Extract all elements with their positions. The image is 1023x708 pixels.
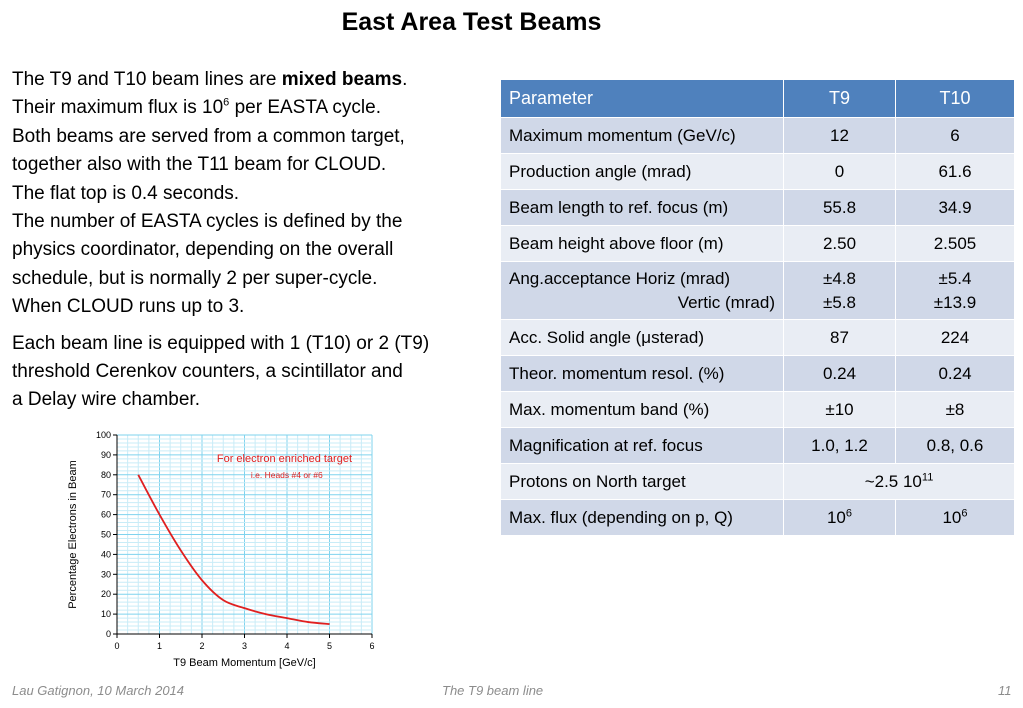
x-tick-label: 3 (242, 641, 247, 651)
y-axis-label: Percentage Electrons in Beam (67, 460, 79, 609)
x-tick-label: 5 (327, 641, 332, 651)
y-tick-label: 0 (106, 629, 111, 639)
y-tick-label: 80 (101, 470, 111, 480)
table-row: Beam height above floor (m) 2.50 2.505 (500, 225, 1015, 262)
y-tick-label: 30 (101, 569, 111, 579)
y-tick-label: 10 (101, 609, 111, 619)
table-row: Max. momentum band (%) ±10 ±8 (500, 391, 1015, 428)
page-number: 11 (998, 683, 1012, 698)
page-title: East Area Test Beams (341, 8, 602, 36)
table-header-row: Parameter T9 T10 (500, 79, 1015, 118)
header-parameter: Parameter (500, 79, 784, 118)
y-tick-label: 100 (96, 430, 111, 440)
intro-paragraph-2: Each beam line is equipped with 1 (T10) … (12, 332, 430, 411)
intro-paragraph-1: The T9 and T10 beam lines are mixed beam… (12, 69, 408, 318)
x-tick-label: 2 (199, 641, 204, 651)
mixed-beams-emphasis: mixed beams (281, 69, 403, 90)
header-t10: T10 (895, 79, 1015, 118)
table-row: Acc. Solid angle (μsterad) 87 224 (500, 319, 1015, 356)
y-tick-label: 20 (101, 589, 111, 599)
annotation-heads: i.e. Heads #4 or #6 (251, 470, 323, 480)
table-row: Magnification at ref. focus 1.0, 1.2 0.8… (500, 427, 1015, 464)
x-tick-label: 1 (157, 641, 162, 651)
x-tick-label: 4 (284, 641, 289, 651)
y-tick-label: 70 (101, 490, 111, 500)
table-row: Beam length to ref. focus (m) 55.8 34.9 (500, 189, 1015, 226)
annotation-enriched-target: For electron enriched target (217, 453, 352, 465)
intro-text: The T9 and T10 beam lines are mixed beam… (12, 66, 492, 415)
footer-title: The T9 beam line (442, 683, 544, 698)
table-row: Production angle (mrad) 0 61.6 (500, 153, 1015, 190)
header-t9: T9 (783, 79, 896, 118)
y-tick-label: 90 (101, 450, 111, 460)
table-row: Max. flux (depending on p, Q) 106 106 (500, 499, 1015, 536)
series-line-0 (137, 474, 330, 625)
table-row: Ang.acceptance Horiz (mrad) Vertic (mrad… (500, 261, 1015, 320)
table-row: Protons on North target ~2.5 1011 (500, 463, 1015, 500)
table-row: Maximum momentum (GeV/c) 12 6 (500, 117, 1015, 154)
x-axis-label: T9 Beam Momentum [GeV/c] (173, 657, 315, 669)
x-tick-label: 0 (114, 641, 119, 651)
table-row: Theor. momentum resol. (%) 0.24 0.24 (500, 355, 1015, 392)
x-tick-label: 6 (369, 641, 374, 651)
beam-parameters-table: Parameter T9 T10 Maximum momentum (GeV/c… (500, 79, 1015, 536)
y-tick-label: 40 (101, 549, 111, 559)
footer-author: Lau Gatignon, 10 March 2014 (12, 683, 185, 698)
y-tick-label: 60 (101, 510, 111, 520)
y-tick-label: 50 (101, 530, 111, 540)
